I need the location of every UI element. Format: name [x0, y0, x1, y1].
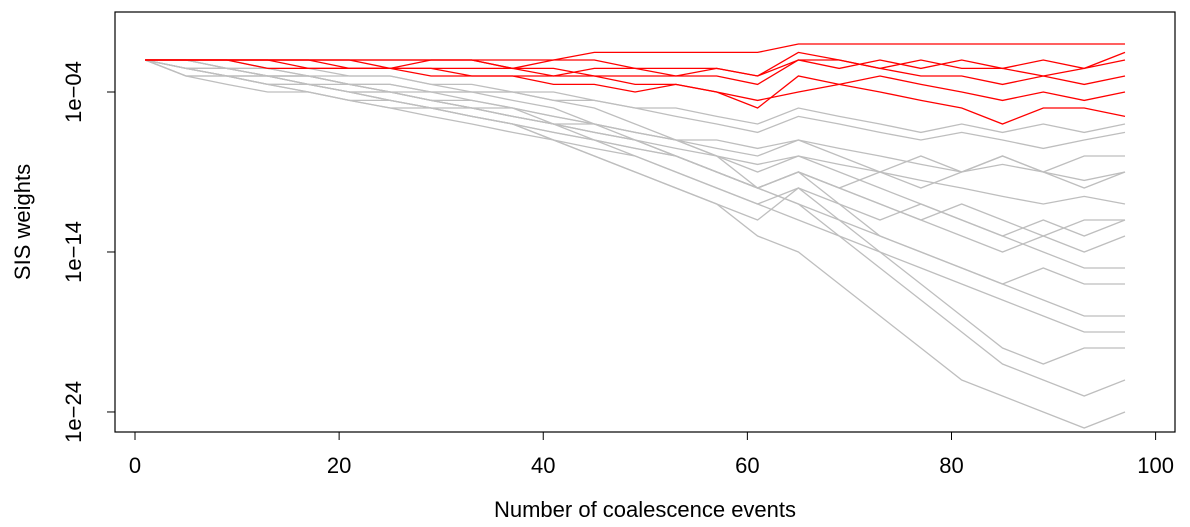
y-tick-label: 1e−04	[61, 61, 86, 123]
x-tick-label: 100	[1137, 453, 1174, 478]
x-tick-label: 0	[129, 453, 141, 478]
x-tick-label: 60	[735, 453, 759, 478]
series-line	[145, 59, 1125, 317]
y-tick-label: 1e−24	[61, 381, 86, 443]
series-line	[145, 59, 1126, 134]
series-line	[145, 59, 1126, 397]
series-line	[145, 59, 1126, 182]
series-line	[145, 59, 1126, 205]
series-line	[144, 59, 1126, 253]
series-line	[145, 59, 1126, 429]
x-tick-label: 20	[327, 453, 351, 478]
series-line	[145, 59, 1125, 173]
series-line	[145, 43, 1125, 61]
x-tick-label: 80	[939, 453, 963, 478]
series-line	[145, 59, 1126, 77]
series-line	[145, 59, 1125, 333]
x-tick-label: 40	[531, 453, 555, 478]
x-axis-label: Number of coalescence events	[494, 497, 796, 522]
plot-frame	[114, 11, 1176, 433]
series-line	[145, 59, 1125, 365]
y-axis-label: SIS weights	[10, 164, 35, 280]
series-line	[145, 59, 1125, 269]
series-line	[145, 59, 1126, 102]
y-tick-label: 1e−14	[61, 221, 86, 283]
